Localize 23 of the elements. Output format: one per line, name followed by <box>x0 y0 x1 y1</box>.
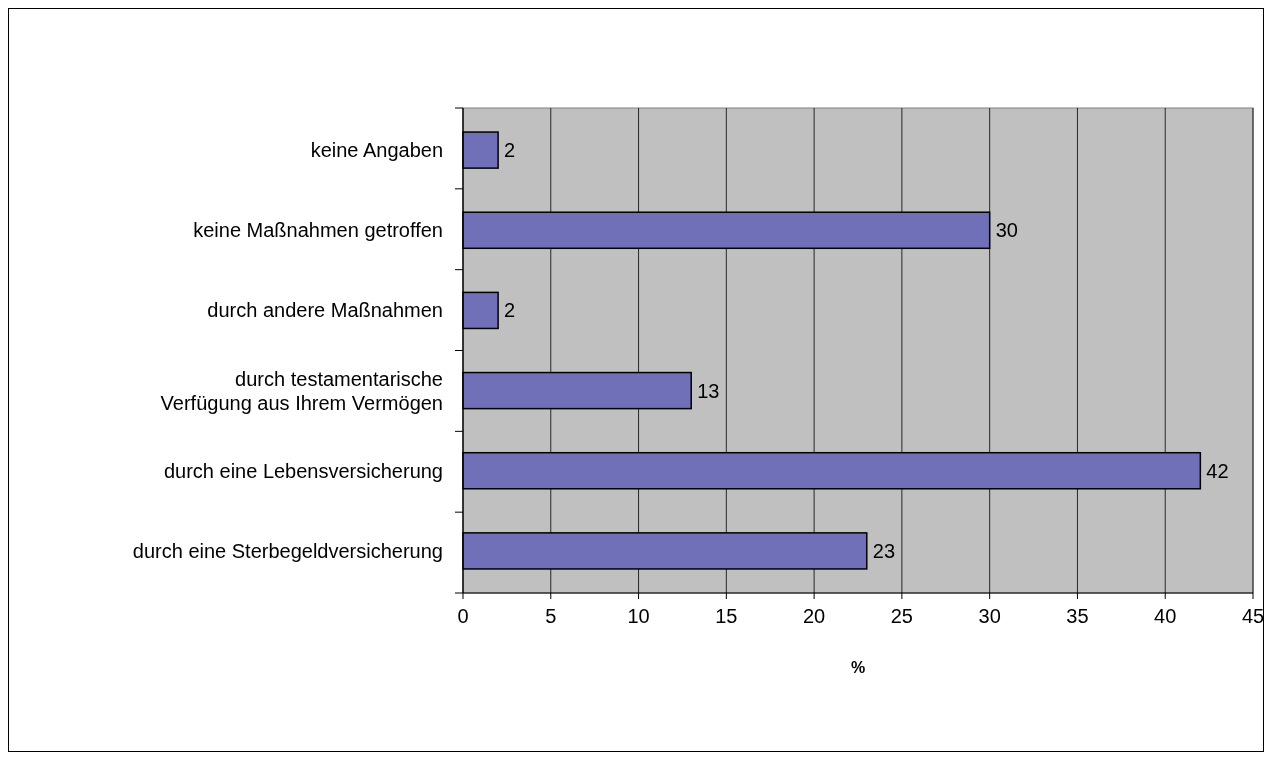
data-label: 23 <box>872 539 896 562</box>
x-axis-title: % <box>850 659 866 676</box>
x-tick-label: 20 <box>802 605 826 627</box>
data-label: 13 <box>697 379 720 402</box>
x-tick-label: 40 <box>1154 605 1177 627</box>
x-tick-label: 25 <box>890 605 914 627</box>
data-label: 2 <box>504 139 516 162</box>
y-tick-label: durch eine Sterbegeldversicherung <box>132 539 443 562</box>
y-tick-label: durch eine Lebensversicherung <box>163 459 443 482</box>
data-label: 2 <box>504 299 516 322</box>
x-tick-label: 15 <box>715 605 738 627</box>
x-tick-label: 0 <box>457 605 469 627</box>
data-label: 42 <box>1206 459 1229 482</box>
x-tick-label: 30 <box>978 605 1001 627</box>
y-tick-label: durch testamentarische Verfügung aus Ihrem Vermögen <box>160 367 443 414</box>
y-tick-label: durch andere Maßnahmen <box>207 299 443 322</box>
x-tick-label: 45 <box>1241 605 1265 627</box>
x-tick-label: 35 <box>1066 605 1089 627</box>
data-label: 30 <box>995 219 1018 242</box>
y-tick-label: keine Maßnahmen getroffen <box>193 219 443 242</box>
x-tick-label: 5 <box>545 605 557 627</box>
x-tick-label: 10 <box>627 605 650 627</box>
y-tick-label: keine Angaben <box>310 139 443 162</box>
